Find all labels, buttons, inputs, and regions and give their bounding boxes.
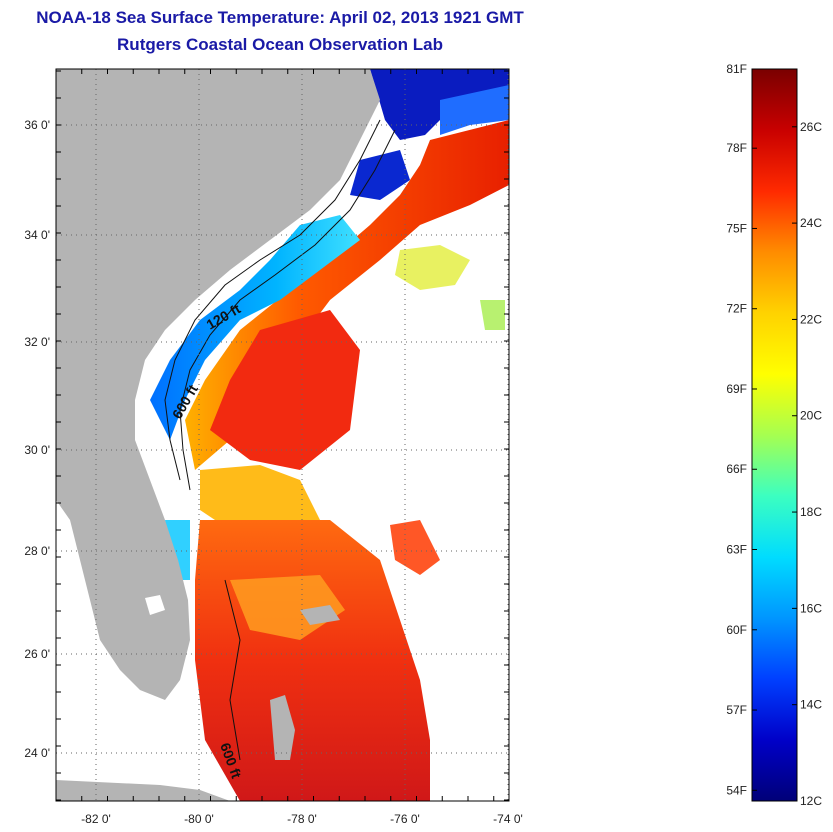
land-cuba [56,780,230,801]
warm-eddy [210,310,360,470]
contour-600ft [179,129,396,491]
offshore-patch-2 [480,300,505,330]
graticule [55,69,509,801]
contour-120ft [164,119,381,481]
map-subtitle: Rutgers Coastal Ocean Observation Lab [117,35,443,54]
lat-label: 24 0' [24,746,50,760]
lake-okeechobee [145,595,165,615]
florida-shelf-water [165,520,190,580]
map-border [55,68,510,802]
lon-label: -76 0' [390,812,420,826]
land-mainland [56,69,380,700]
lon-label: -82 0' [81,812,111,826]
cold-shelf-water-mid [350,150,410,200]
offshore-patch-3 [390,520,440,575]
contour-600ft-south [224,579,241,761]
offshore-patch-1 [395,245,470,290]
cool-water-north [440,85,509,135]
longitude-labels: -82 0' -80 0' -78 0' -76 0' -74 0' [81,812,523,826]
land-grand-bahama [300,605,340,625]
lat-label: 26 0' [24,647,50,661]
lat-label: 28 0' [24,544,50,558]
cold-shelf-water-north [370,69,509,140]
map-title: NOAA-18 Sea Surface Temperature: April 0… [36,8,524,27]
land-andros [270,695,295,760]
lat-label: 34 0' [24,228,50,242]
coastal-shelf-cool-water [150,215,360,440]
lat-label: 30 0' [24,443,50,457]
lon-label: -74 0' [493,812,523,826]
latitude-labels: 36 0' 34 0' 32 0' 30 0' 28 0' 26 0' 24 0' [24,118,50,760]
lat-label: 32 0' [24,335,50,349]
lon-label: -78 0' [287,812,317,826]
lat-label: 36 0' [24,118,50,132]
lon-label: -80 0' [184,812,214,826]
